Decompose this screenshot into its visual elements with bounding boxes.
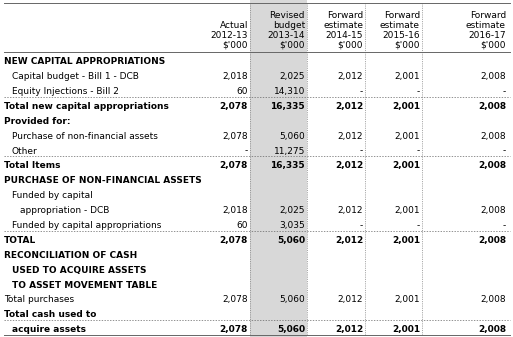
- Text: $'000: $'000: [223, 40, 248, 50]
- Text: 2,008: 2,008: [480, 72, 506, 81]
- Text: -: -: [503, 147, 506, 156]
- Text: -: -: [417, 87, 420, 96]
- Text: 2,012: 2,012: [338, 296, 363, 305]
- Text: -: -: [417, 221, 420, 230]
- Text: Actual: Actual: [220, 21, 248, 30]
- Text: acquire assets: acquire assets: [12, 325, 86, 334]
- Text: 16,335: 16,335: [270, 161, 305, 171]
- Text: 2,001: 2,001: [394, 206, 420, 215]
- Text: Forward: Forward: [470, 10, 506, 20]
- Text: Capital budget - Bill 1 - DCB: Capital budget - Bill 1 - DCB: [12, 72, 139, 81]
- Text: PURCHASE OF NON-FINANCIAL ASSETS: PURCHASE OF NON-FINANCIAL ASSETS: [4, 176, 202, 185]
- Text: $'000: $'000: [280, 40, 305, 50]
- Text: RECONCILIATION OF CASH: RECONCILIATION OF CASH: [4, 251, 137, 260]
- Text: Provided for:: Provided for:: [4, 117, 70, 126]
- Text: Revised: Revised: [269, 10, 305, 20]
- Text: $'000: $'000: [394, 40, 420, 50]
- Text: estimate: estimate: [466, 21, 506, 30]
- Text: 2015-16: 2015-16: [382, 31, 420, 39]
- Text: -: -: [360, 87, 363, 96]
- Text: 2,078: 2,078: [222, 296, 248, 305]
- Text: -: -: [245, 147, 248, 156]
- Text: -: -: [360, 221, 363, 230]
- Text: 2014-15: 2014-15: [326, 31, 363, 39]
- Text: 2,078: 2,078: [220, 161, 248, 171]
- Text: 2,008: 2,008: [478, 102, 506, 111]
- Bar: [250, 0, 307, 337]
- Text: Equity Injections - Bill 2: Equity Injections - Bill 2: [12, 87, 119, 96]
- Text: 14,310: 14,310: [273, 87, 305, 96]
- Text: 2,078: 2,078: [220, 236, 248, 245]
- Text: 2,008: 2,008: [478, 161, 506, 171]
- Text: -: -: [503, 87, 506, 96]
- Text: 3,035: 3,035: [279, 221, 305, 230]
- Text: 2,012: 2,012: [338, 206, 363, 215]
- Text: 2,001: 2,001: [394, 296, 420, 305]
- Text: Total new capital appropriations: Total new capital appropriations: [4, 102, 169, 111]
- Text: 11,275: 11,275: [273, 147, 305, 156]
- Text: 2,018: 2,018: [222, 72, 248, 81]
- Text: 5,060: 5,060: [279, 132, 305, 141]
- Text: 2,001: 2,001: [392, 102, 420, 111]
- Text: TOTAL: TOTAL: [4, 236, 36, 245]
- Text: 2,008: 2,008: [480, 206, 506, 215]
- Text: $'000: $'000: [481, 40, 506, 50]
- Text: Total cash used to: Total cash used to: [4, 310, 96, 319]
- Text: 2,012: 2,012: [335, 102, 363, 111]
- Text: 2,008: 2,008: [480, 296, 506, 305]
- Text: 16,335: 16,335: [270, 102, 305, 111]
- Text: -: -: [360, 147, 363, 156]
- Text: 2,001: 2,001: [394, 72, 420, 81]
- Text: 2,078: 2,078: [222, 132, 248, 141]
- Text: Total Items: Total Items: [4, 161, 61, 171]
- Text: 2,008: 2,008: [480, 132, 506, 141]
- Text: -: -: [503, 221, 506, 230]
- Text: 2,025: 2,025: [280, 206, 305, 215]
- Text: 2,078: 2,078: [220, 102, 248, 111]
- Text: Total purchases: Total purchases: [4, 296, 74, 305]
- Text: 2,012: 2,012: [338, 72, 363, 81]
- Text: 2,012: 2,012: [335, 161, 363, 171]
- Text: 2,012: 2,012: [338, 132, 363, 141]
- Text: 2012-13: 2012-13: [210, 31, 248, 39]
- Text: estimate: estimate: [323, 21, 363, 30]
- Text: 5,060: 5,060: [277, 325, 305, 334]
- Text: 2,001: 2,001: [392, 161, 420, 171]
- Text: appropriation - DCB: appropriation - DCB: [20, 206, 109, 215]
- Text: 60: 60: [236, 221, 248, 230]
- Text: 2,012: 2,012: [335, 236, 363, 245]
- Text: Forward: Forward: [327, 10, 363, 20]
- Text: Funded by capital appropriations: Funded by capital appropriations: [12, 221, 162, 230]
- Text: 2016-17: 2016-17: [468, 31, 506, 39]
- Text: $'000: $'000: [338, 40, 363, 50]
- Text: -: -: [417, 147, 420, 156]
- Text: estimate: estimate: [380, 21, 420, 30]
- Text: 2,008: 2,008: [478, 325, 506, 334]
- Text: 60: 60: [236, 87, 248, 96]
- Text: 5,060: 5,060: [277, 236, 305, 245]
- Text: Purchase of non-financial assets: Purchase of non-financial assets: [12, 132, 158, 141]
- Text: 2,025: 2,025: [280, 72, 305, 81]
- Text: TO ASSET MOVEMENT TABLE: TO ASSET MOVEMENT TABLE: [12, 281, 157, 289]
- Text: 2,078: 2,078: [220, 325, 248, 334]
- Text: 2,001: 2,001: [392, 236, 420, 245]
- Text: Funded by capital: Funded by capital: [12, 191, 93, 200]
- Text: 5,060: 5,060: [279, 296, 305, 305]
- Text: USED TO ACQUIRE ASSETS: USED TO ACQUIRE ASSETS: [12, 266, 147, 275]
- Text: NEW CAPITAL APPROPRIATIONS: NEW CAPITAL APPROPRIATIONS: [4, 57, 165, 66]
- Text: budget: budget: [273, 21, 305, 30]
- Text: 2,018: 2,018: [222, 206, 248, 215]
- Text: 2,001: 2,001: [394, 132, 420, 141]
- Text: Other: Other: [12, 147, 38, 156]
- Text: 2,001: 2,001: [392, 325, 420, 334]
- Text: Forward: Forward: [384, 10, 420, 20]
- Text: 2,012: 2,012: [335, 325, 363, 334]
- Text: 2,008: 2,008: [478, 236, 506, 245]
- Text: 2013-14: 2013-14: [267, 31, 305, 39]
